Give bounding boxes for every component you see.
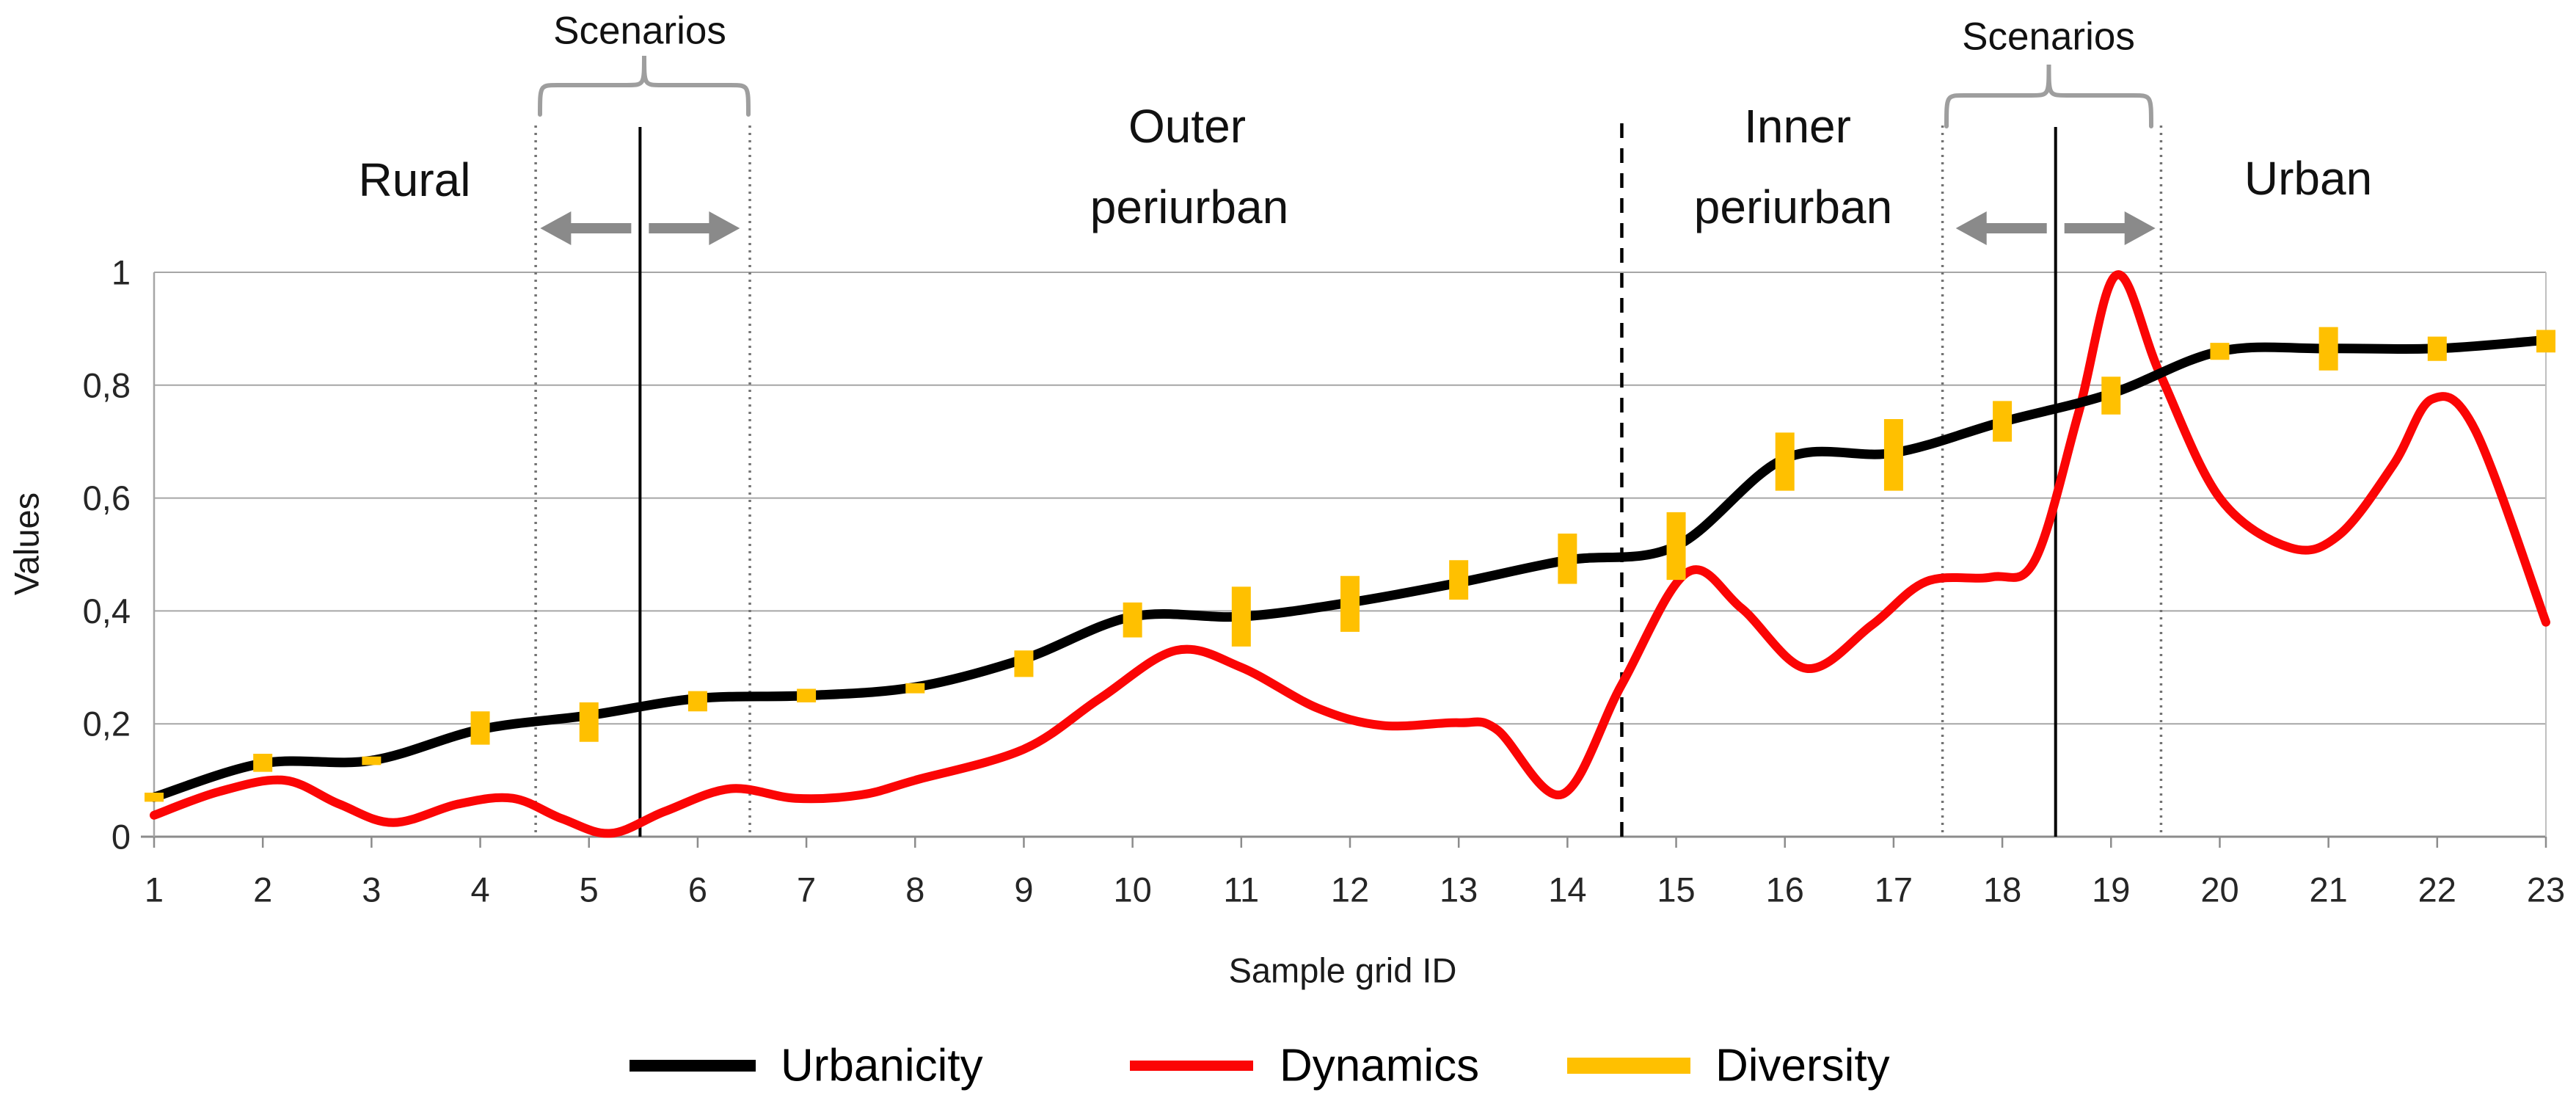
- scenario-arrow-right-icon: [2064, 211, 2156, 245]
- x-tick-label: 1: [145, 870, 164, 909]
- legend-label-dynamics: Dynamics: [1280, 1041, 1479, 1091]
- scenario-annotation-lines: [534, 123, 2163, 837]
- x-tick-label: 4: [470, 870, 489, 909]
- legend-swatch-diversity: [1567, 1058, 1690, 1074]
- urbanicity-line: [149, 335, 2551, 802]
- x-tick-label: 2: [253, 870, 272, 909]
- legend-swatch-urbanicity: [630, 1060, 756, 1072]
- x-tick-label: 6: [688, 870, 707, 909]
- zone-label-outer-periurban-line1: Outer: [1128, 100, 1246, 153]
- scenario-arrow-left-icon: [1955, 211, 2047, 245]
- zone-label-outer-periurban-line2: periurban: [1090, 181, 1288, 233]
- x-tick-label: 15: [1657, 870, 1695, 909]
- zone-label-rural: Rural: [359, 153, 471, 206]
- scenarios-brace: [538, 55, 751, 117]
- y-tick-label: 1: [112, 253, 131, 292]
- x-tick-label: 18: [1983, 870, 2021, 909]
- y-tick-label: 0,8: [83, 366, 131, 404]
- x-tick-labels: 1 2 3 4 5 6 7 8 9 10 11 12 13 14 15 16 17 18 19 20 21 22 23: [145, 870, 2565, 909]
- scenario-arrows: [540, 211, 2156, 245]
- x-tick-label: 12: [1331, 870, 1369, 909]
- scenarios-brace: [1944, 64, 2153, 128]
- legend-label-urbanicity: Urbanicity: [781, 1041, 983, 1091]
- y-axis-title: Values: [7, 492, 46, 595]
- x-tick-label: 20: [2200, 870, 2239, 909]
- x-tick-label: 17: [1875, 870, 1913, 909]
- y-tick-label: 0,6: [83, 479, 131, 517]
- scenario-arrow-right-icon: [649, 211, 740, 245]
- x-tick-label: 7: [797, 870, 816, 909]
- zone-label-inner-periurban-line1: Inner: [1744, 100, 1851, 153]
- x-tick-label: 22: [2418, 870, 2456, 909]
- scenario-arrow-left-icon: [540, 211, 632, 245]
- y-tick-label: 0,2: [83, 705, 131, 743]
- x-tick-label: 16: [1766, 870, 1804, 909]
- scenarios-label-right: Scenarios: [1962, 15, 2135, 59]
- dynamics-line: [150, 270, 2550, 838]
- y-tick-labels: 0 0,2 0,4 0,6 0,8 1: [83, 253, 131, 857]
- legend-label-diversity: Diversity: [1715, 1041, 1890, 1091]
- x-tick-label: 5: [580, 870, 599, 909]
- x-tick-label: 21: [2309, 870, 2347, 909]
- x-axis-title: Sample grid ID: [1229, 951, 1457, 990]
- x-tick-label: 14: [1548, 870, 1586, 909]
- legend: Urbanicity Dynamics Diversity: [630, 1041, 1890, 1091]
- x-tick-label: 10: [1113, 870, 1151, 909]
- x-tick-label: 9: [1014, 870, 1033, 909]
- x-tick-label: 23: [2527, 870, 2565, 909]
- y-tick-label: 0,4: [83, 592, 131, 630]
- x-tick-label: 13: [1440, 870, 1478, 909]
- x-tick-label: 11: [1223, 870, 1259, 909]
- legend-swatch-dynamics: [1130, 1061, 1253, 1071]
- scenario-braces: [538, 55, 2153, 128]
- scenarios-label-left: Scenarios: [553, 10, 726, 53]
- x-tick-label: 19: [2092, 870, 2130, 909]
- x-tick-label: 3: [362, 870, 381, 909]
- zone-label-urban: Urban: [2244, 152, 2372, 205]
- data-series: [145, 270, 2555, 838]
- zone-label-inner-periurban-line2: periurban: [1694, 181, 1892, 233]
- x-tick-label: 8: [905, 870, 924, 909]
- y-tick-label: 0: [112, 818, 131, 857]
